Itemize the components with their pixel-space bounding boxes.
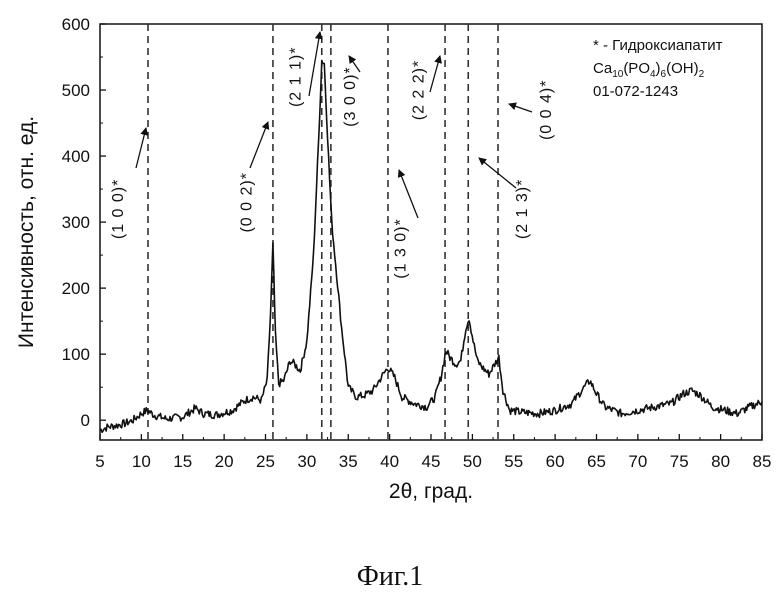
- x-tick-label: 80: [711, 452, 730, 471]
- peak-label: (1 3 0)*: [392, 218, 409, 278]
- x-tick-label: 45: [422, 452, 441, 471]
- peak-label: (0 0 2)*: [238, 172, 255, 232]
- x-tick-label: 10: [132, 452, 151, 471]
- x-tick-label: 40: [380, 452, 399, 471]
- x-tick-label: 75: [670, 452, 689, 471]
- annotation-arrow: [136, 128, 146, 168]
- y-tick-label: 400: [62, 147, 90, 166]
- x-axis-title: 2θ, град.: [389, 480, 473, 503]
- x-tick-label: 15: [173, 452, 192, 471]
- reference-lines: [148, 24, 498, 440]
- y-axis-title: Интенсивность, отн. ед.: [15, 116, 38, 348]
- x-tick-label: 30: [297, 452, 316, 471]
- annotation-arrow: [399, 170, 418, 218]
- peak-label: (0 0 4)*: [538, 80, 555, 140]
- diffraction-curve: [100, 60, 762, 432]
- x-tick-label: 60: [546, 452, 565, 471]
- x-tick-label: 25: [256, 452, 275, 471]
- x-tick-label: 70: [628, 452, 647, 471]
- peak-label: (2 1 3)*: [514, 179, 531, 239]
- x-tick-label: 50: [463, 452, 482, 471]
- figure-caption: Фиг.1: [357, 561, 423, 592]
- x-tick-label: 35: [339, 452, 358, 471]
- y-tick-label: 600: [62, 15, 90, 34]
- legend-line-3: 01-072-1243: [593, 83, 678, 100]
- annotation-arrow: [509, 104, 532, 112]
- peak-label: (1 0 0)*: [110, 179, 127, 239]
- y-tick-label: 500: [62, 81, 90, 100]
- peak-label: (3 0 0)*: [342, 66, 359, 126]
- annotation-arrow: [309, 32, 320, 96]
- peak-label: (2 1 1)*: [287, 47, 304, 107]
- annotation-arrow: [250, 122, 268, 168]
- peak-annotations: (1 0 0)* (0 0 2)* (2 1 1)* (3 0 0)* (1 3 0)*…: [110, 32, 555, 279]
- x-tick-label: 85: [753, 452, 772, 471]
- peak-label: (2 2 2)*: [411, 60, 428, 120]
- y-tick-label: 0: [81, 411, 90, 430]
- legend: * - Гидроксиапатит Ca10(PO4)6(OH)2 01-07…: [593, 37, 723, 100]
- x-tick-label: 5: [95, 452, 104, 471]
- x-tick-label: 65: [587, 452, 606, 471]
- legend-line-1: * - Гидроксиапатит: [593, 37, 723, 54]
- x-tick-label: 55: [504, 452, 523, 471]
- y-tick-label: 300: [62, 213, 90, 232]
- y-tick-label: 100: [62, 345, 90, 364]
- legend-formula: Ca10(PO4)6(OH)2: [593, 60, 705, 80]
- y-tick-label: 200: [62, 279, 90, 298]
- annotation-arrow: [430, 56, 440, 92]
- x-tick-label: 20: [215, 452, 234, 471]
